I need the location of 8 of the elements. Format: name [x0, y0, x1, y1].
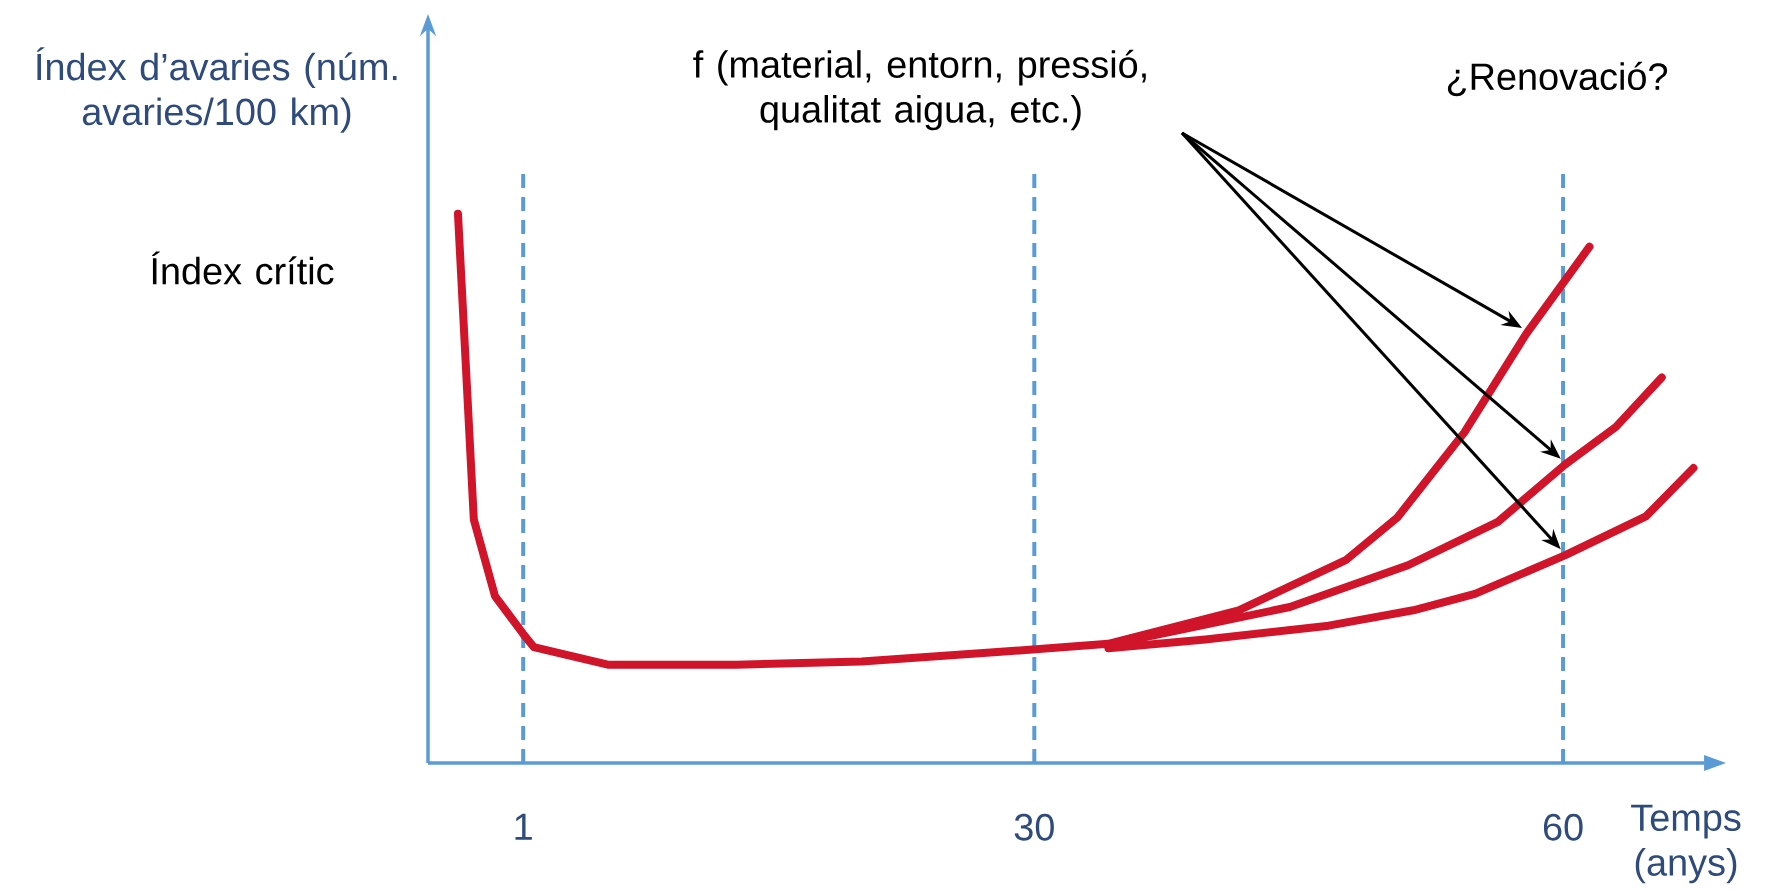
x-tick-label: 60	[1543, 813, 1583, 841]
x-tick-label: 30	[1014, 813, 1054, 841]
text: Índex crític	[152, 251, 334, 285]
x-axis-title: Temps (anys)	[1631, 804, 1741, 884]
x-tick-label: 1	[515, 813, 532, 840]
text: f (material, entorn, pressió, qualitat aigua, etc.)	[693, 49, 1146, 131]
y-axis-title: Índex d’avaries (núm. avaries/100 km)	[36, 47, 397, 133]
text: ¿Renovació?	[1447, 61, 1668, 97]
